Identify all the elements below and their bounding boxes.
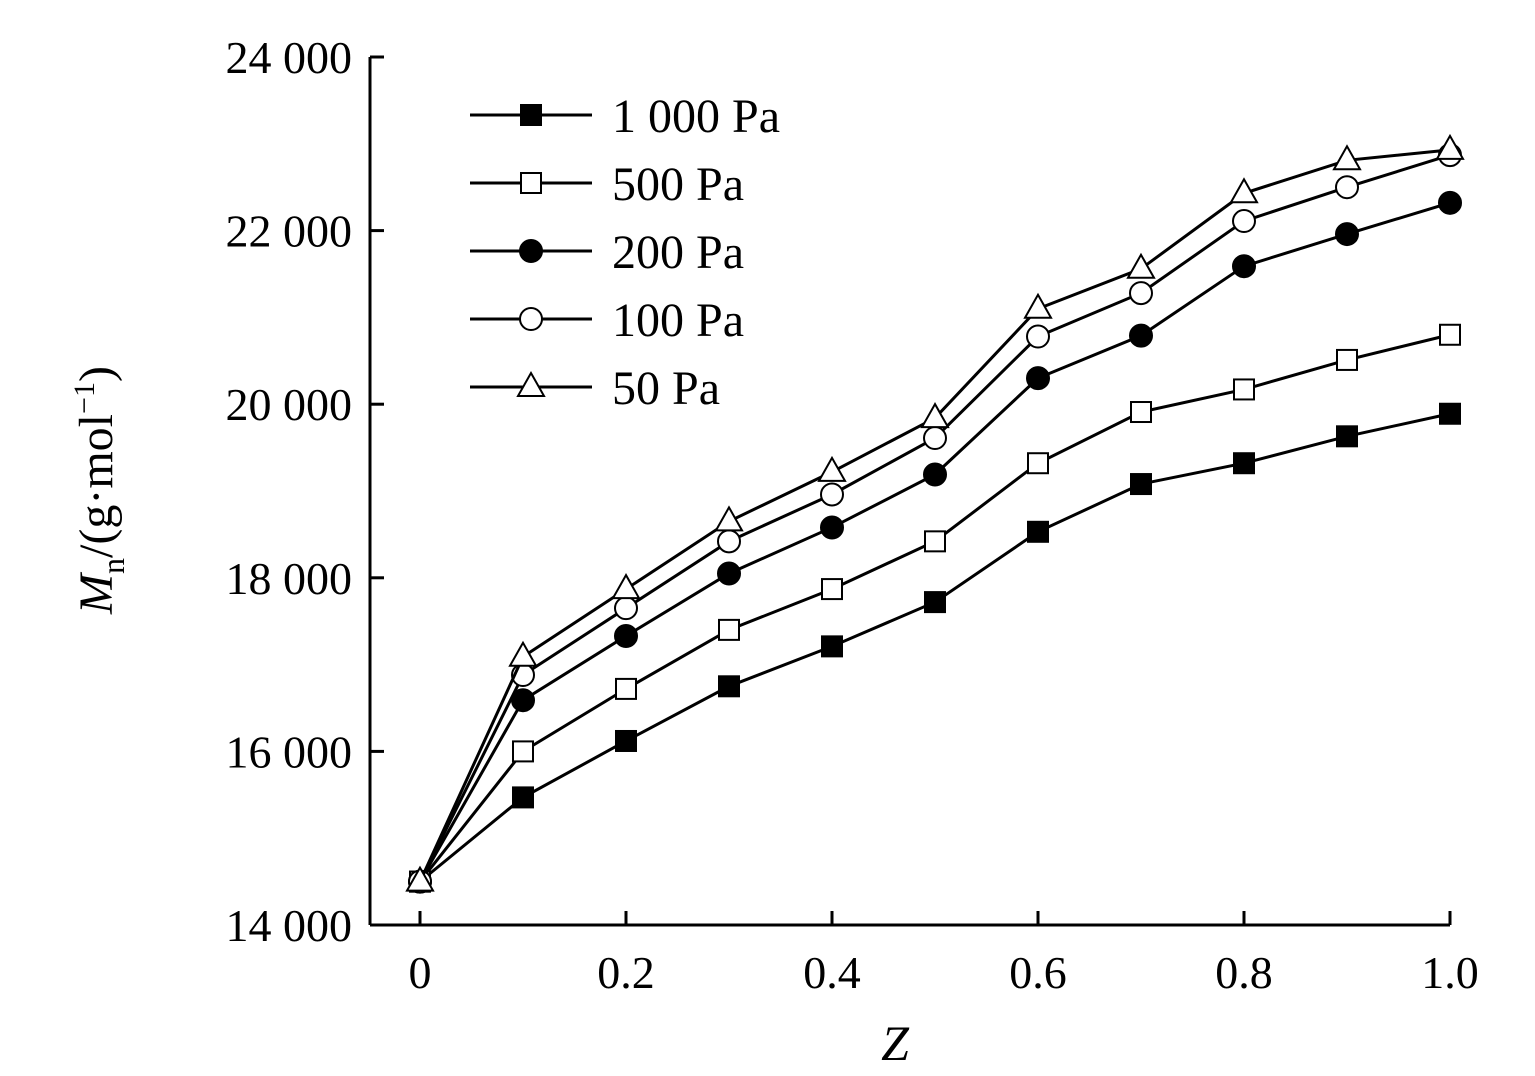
- data-point-filled-circle: [614, 623, 638, 648]
- data-point-open-triangle: [1435, 133, 1465, 160]
- data-point-filled-square: [821, 635, 843, 658]
- data-point-filled-circle: [1129, 323, 1153, 348]
- legend-label: 100 Pa: [612, 294, 744, 347]
- data-point-open-triangle: [405, 865, 435, 892]
- data-point-filled-circle: [1438, 190, 1462, 215]
- data-point-open-triangle: [817, 455, 847, 482]
- axes: [368, 57, 1450, 927]
- series-0: [409, 402, 1461, 893]
- x-tick-label: 0.8: [1215, 947, 1273, 998]
- y-tick-label: 16 000: [226, 726, 353, 777]
- data-point-open-triangle: [714, 505, 744, 532]
- data-point-open-square: [512, 740, 534, 763]
- data-point-filled-circle: [519, 239, 543, 263]
- x-tick-label: 0: [409, 947, 432, 998]
- data-point-open-square: [1233, 378, 1255, 401]
- data-point-filled-square: [1336, 425, 1358, 448]
- data-point-filled-square: [924, 591, 946, 614]
- data-point-open-square: [615, 677, 637, 700]
- data-point-open-square: [821, 578, 843, 601]
- data-point-open-circle: [614, 596, 638, 621]
- data-point-filled-circle: [717, 561, 741, 586]
- data-point-open-square: [520, 172, 542, 194]
- series-3: [408, 143, 1462, 894]
- y-axis-title-sup: −1: [68, 382, 101, 414]
- data-point-filled-circle: [923, 462, 947, 487]
- data-point-filled-circle: [1232, 254, 1256, 279]
- x-axis-title: Z: [881, 1015, 910, 1071]
- legend-label: 500 Pa: [612, 158, 744, 211]
- data-point-filled-square: [718, 675, 740, 698]
- data-point-open-square: [1336, 348, 1358, 371]
- data-point-filled-circle: [1026, 366, 1050, 391]
- data-point-filled-square: [1130, 473, 1152, 496]
- data-point-open-square: [718, 618, 740, 641]
- data-point-open-square: [924, 530, 946, 553]
- data-point-open-circle: [717, 529, 741, 554]
- legend-label: 200 Pa: [612, 226, 744, 279]
- y-axis-title-sub: n: [95, 558, 131, 574]
- y-tick-label: 24 000: [226, 32, 353, 83]
- data-point-filled-square: [512, 786, 534, 809]
- x-tick-label: 1.0: [1421, 947, 1479, 998]
- x-tick-label: 0.2: [597, 947, 655, 998]
- data-point-filled-square: [1027, 520, 1049, 543]
- data-point-filled-square: [1233, 452, 1255, 475]
- data-point-open-circle: [1129, 281, 1153, 306]
- x-tick-label: 0.4: [803, 947, 861, 998]
- data-point-filled-square: [1439, 402, 1461, 425]
- data-point-open-circle: [923, 426, 947, 451]
- data-point-open-triangle: [508, 640, 538, 667]
- data-point-open-circle: [1335, 175, 1359, 200]
- y-axis-title: Mn/(g·mol−1): [68, 366, 131, 615]
- y-axis-title-unit: /(g·mol: [70, 414, 123, 558]
- legend-label: 1 000 Pa: [612, 90, 780, 143]
- y-axis-title-main: M: [70, 571, 123, 615]
- data-point-open-triangle: [920, 402, 950, 429]
- data-point-open-circle: [1026, 324, 1050, 349]
- data-point-open-square: [1439, 323, 1461, 346]
- y-tick-label: 18 000: [226, 553, 353, 604]
- data-point-filled-circle: [1335, 222, 1359, 247]
- data-point-open-triangle: [1332, 144, 1362, 171]
- data-point-open-triangle: [1126, 252, 1156, 279]
- data-point-open-square: [1130, 401, 1152, 424]
- x-tick-label: 0.6: [1009, 947, 1067, 998]
- data-point-filled-square: [520, 104, 542, 126]
- series-4: [405, 133, 1465, 892]
- data-point-open-triangle: [1023, 292, 1053, 319]
- data-point-open-circle: [519, 307, 543, 331]
- y-tick-label: 14 000: [226, 900, 353, 951]
- data-point-open-triangle: [1229, 177, 1259, 204]
- data-point-open-circle: [1232, 209, 1256, 234]
- data-point-open-circle: [820, 482, 844, 507]
- data-point-filled-circle: [820, 515, 844, 540]
- legend-label: 50 Pa: [612, 362, 720, 415]
- data-point-open-triangle: [516, 370, 546, 397]
- data-point-filled-square: [615, 729, 637, 752]
- series-line: [418, 153, 1451, 883]
- series-line: [418, 148, 1451, 883]
- data-point-open-square: [1027, 452, 1049, 475]
- y-tick-label: 20 000: [226, 379, 353, 430]
- y-axis-title-close: ): [70, 366, 123, 382]
- y-tick-label: 22 000: [226, 206, 353, 257]
- data-point-open-triangle: [611, 573, 641, 600]
- legend: 1 000 Pa 500 Pa 200 Pa 100 Pa 50 Pa: [470, 90, 780, 415]
